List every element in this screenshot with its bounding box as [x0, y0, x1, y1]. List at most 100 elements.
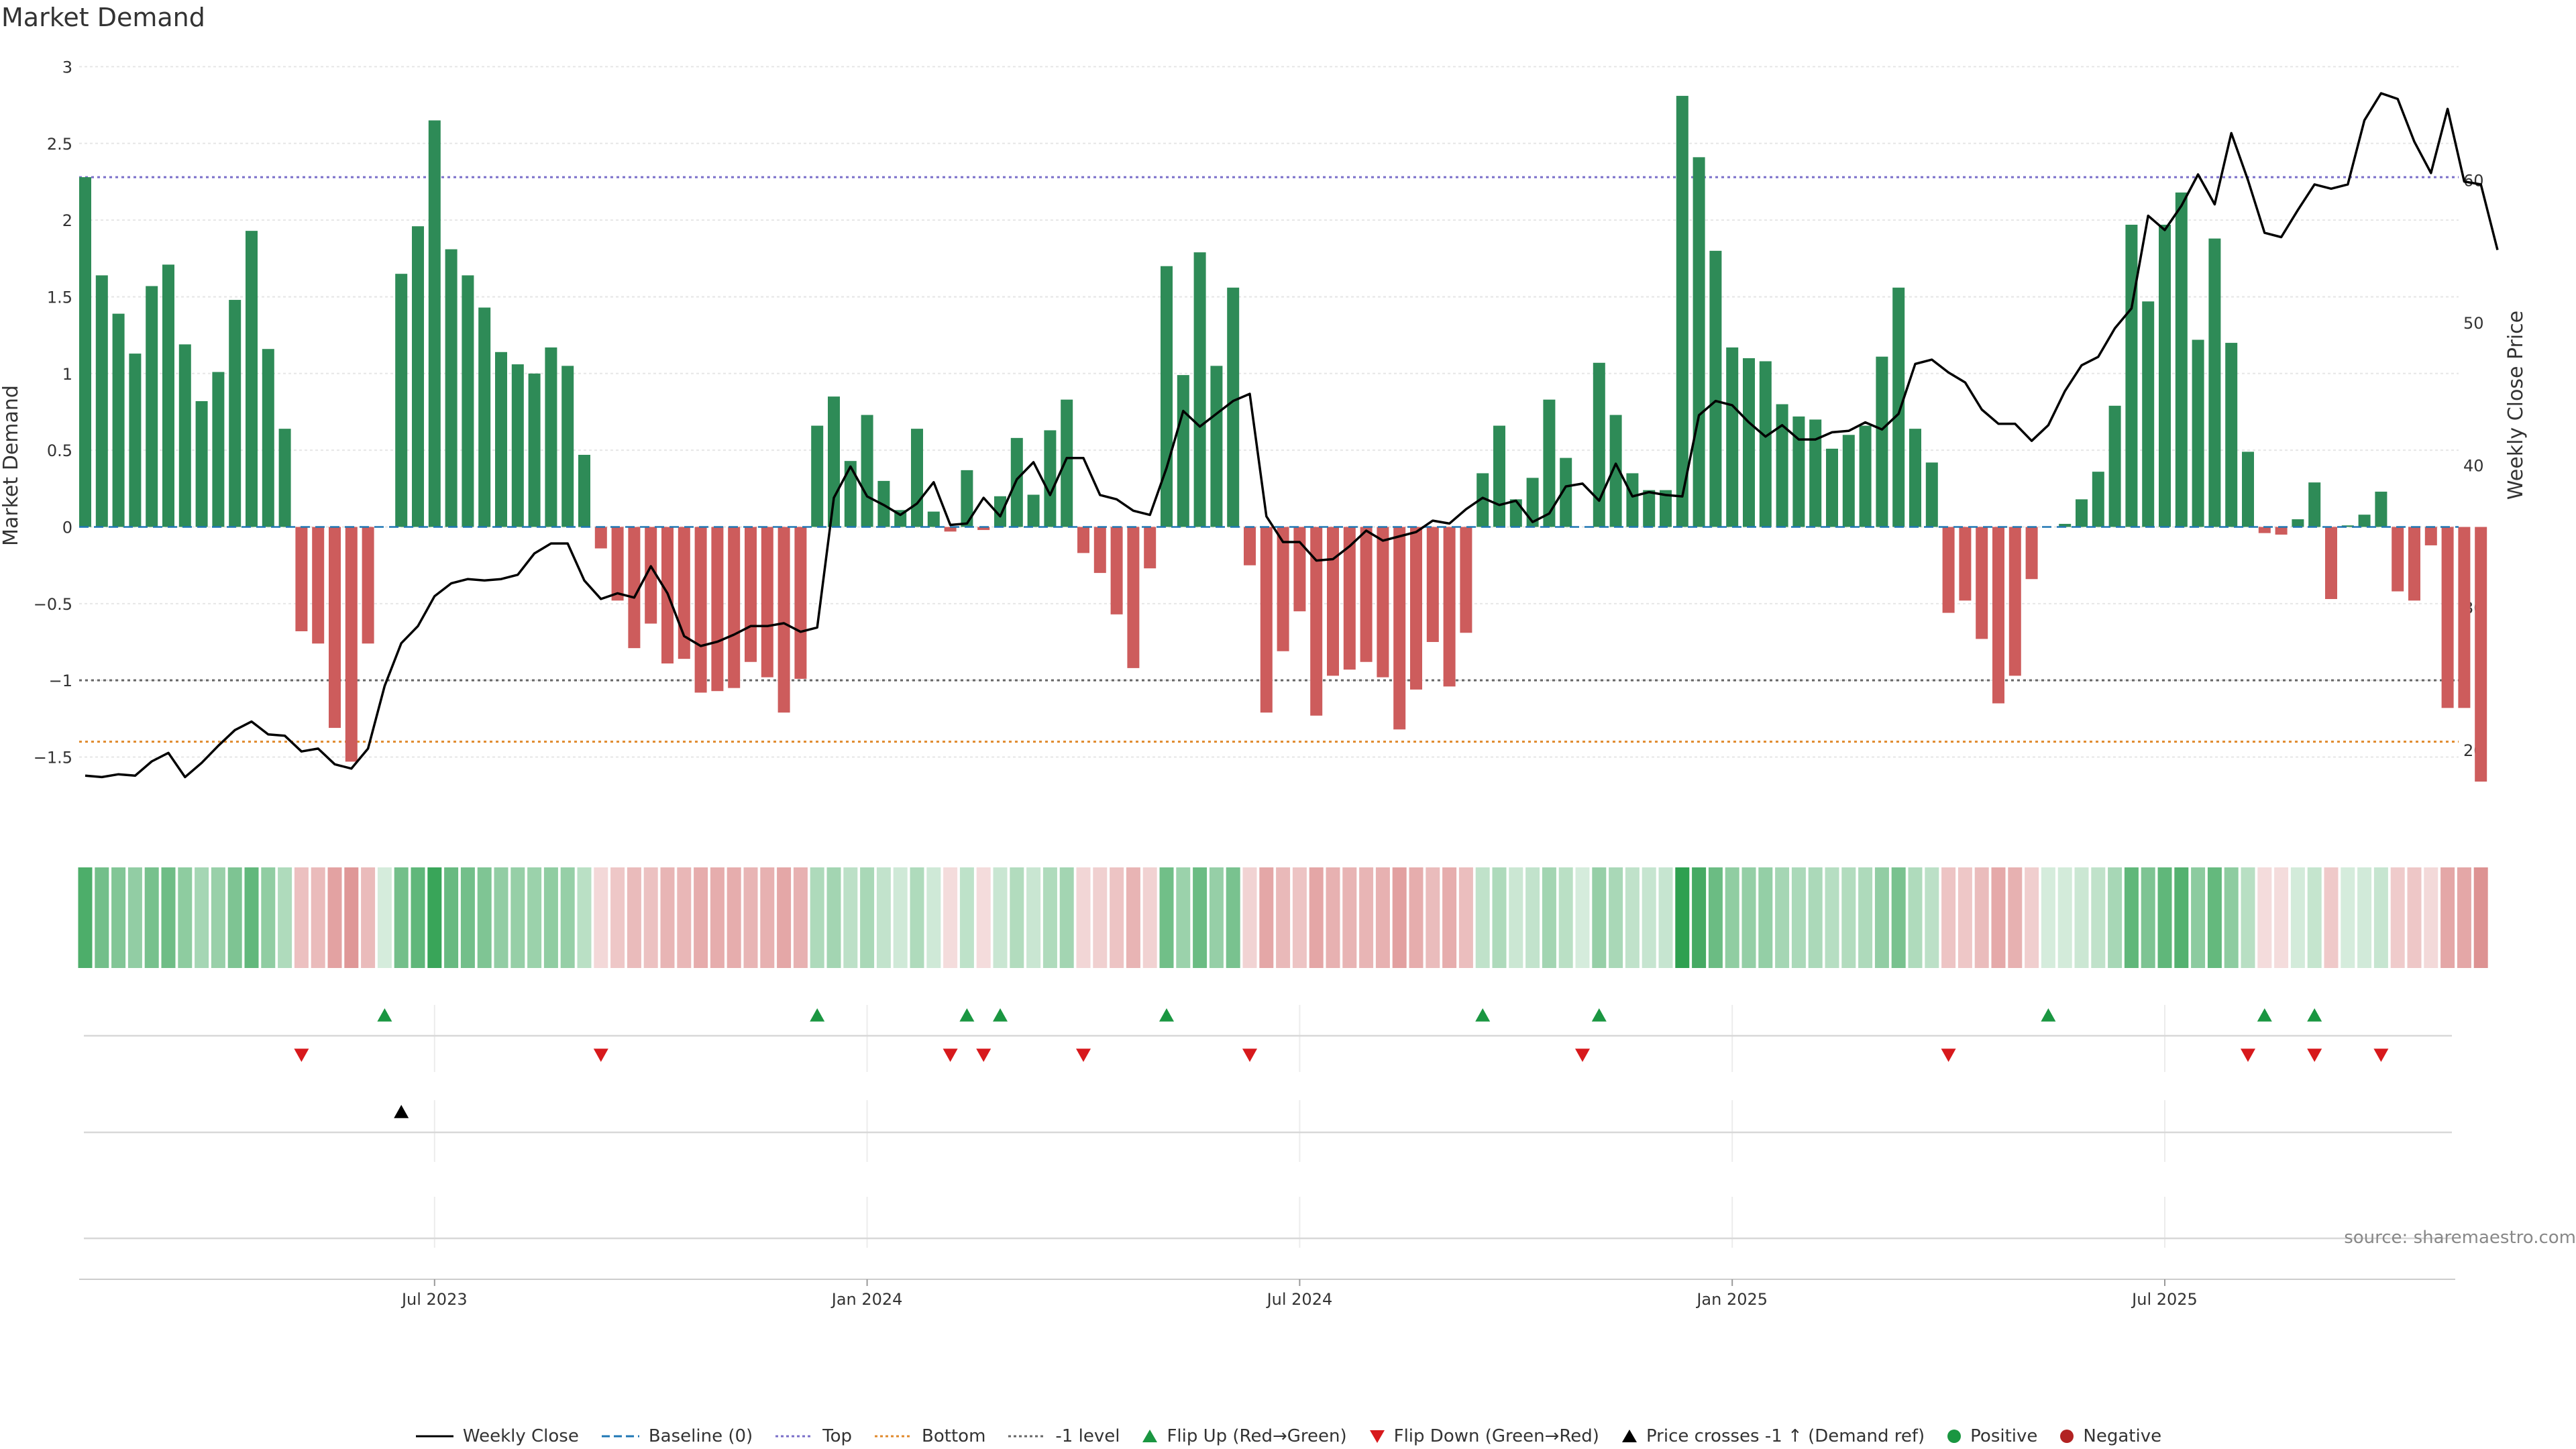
flip-up-marker — [1159, 1008, 1174, 1022]
heat-cell — [1758, 867, 1773, 968]
heat-cell — [1492, 867, 1507, 968]
heat-cell — [2057, 867, 2072, 968]
heat-cell — [926, 867, 941, 968]
demand-bar — [295, 527, 308, 632]
demand-bar — [1227, 287, 1240, 527]
heat-cell — [2457, 867, 2471, 968]
flip-down-marker — [2241, 1049, 2255, 1062]
heat-cell — [826, 867, 841, 968]
heat-cell — [1342, 867, 1357, 968]
demand-bar — [761, 527, 773, 678]
demand-bar — [2192, 339, 2204, 527]
flip-up-marker — [2041, 1008, 2056, 1022]
demand-bar — [212, 372, 225, 527]
heat-cell — [2041, 867, 2055, 968]
heat-cell — [1941, 867, 1956, 968]
demand-bar — [2275, 527, 2288, 535]
demand-bar — [462, 275, 474, 527]
flip-up-marker — [993, 1008, 1008, 1022]
heat-cell — [560, 867, 575, 968]
demand-bar — [1842, 435, 1855, 527]
demand-bar — [1726, 347, 1739, 527]
legend-item: -1 level — [1007, 1426, 1120, 1446]
demand-bar — [1992, 527, 2004, 704]
legend-item: Flip Down (Green→Red) — [1368, 1426, 1599, 1446]
demand-bar — [1743, 358, 1755, 527]
heat-cell — [1991, 867, 2006, 968]
demand-bar — [1909, 429, 1921, 527]
demand-bar — [2142, 301, 2155, 527]
heat-cell — [876, 867, 891, 968]
legend-label: Bottom — [922, 1426, 986, 1446]
demand-bar — [977, 527, 990, 531]
demand-bar — [1377, 527, 1389, 678]
legend-item: Negative — [2059, 1426, 2161, 1446]
demand-bar — [1859, 425, 1872, 527]
legend-item: Flip Up (Red→Green) — [1141, 1426, 1347, 1446]
flip-up-marker — [810, 1008, 825, 1022]
heat-cell — [1957, 867, 1972, 968]
legend-swatch — [1621, 1430, 1637, 1442]
heat-cell — [1276, 867, 1291, 968]
x-tick-label: Jan 2024 — [830, 1290, 903, 1309]
heat-cell — [2307, 867, 2322, 968]
heat-cell — [477, 867, 492, 968]
demand-bar — [362, 527, 374, 644]
demand-bar — [1360, 527, 1373, 662]
flip-down-marker — [2373, 1049, 2389, 1062]
legend-item: Weekly Close — [415, 1426, 579, 1446]
flip-down-marker — [593, 1049, 608, 1062]
heat-cell — [810, 867, 824, 968]
flip-up-marker — [377, 1008, 392, 1022]
heat-cell — [1392, 867, 1407, 968]
heat-cell — [1309, 867, 1324, 968]
demand-bar — [561, 366, 574, 527]
heat-cell — [1609, 867, 1623, 968]
demand-bar — [645, 527, 657, 624]
heat-cell — [244, 867, 259, 968]
heat-cell — [111, 867, 126, 968]
heat-cell — [2341, 867, 2355, 968]
heat-cell — [2274, 867, 2289, 968]
source-note: source: sharemaestro.com — [2344, 1228, 2576, 1248]
heat-cell — [1159, 867, 1174, 968]
flip-up-marker — [2307, 1008, 2322, 1022]
demand-bar — [412, 226, 424, 527]
heat-cell — [1625, 867, 1640, 968]
heat-cell — [1841, 867, 1856, 968]
demand-bar — [1210, 366, 1223, 527]
demand-bar — [1493, 425, 1505, 527]
heat-cell — [1126, 867, 1140, 968]
demand-bar — [1443, 527, 1456, 687]
legend-swatch — [1947, 1430, 1962, 1443]
heat-cell — [1509, 867, 1523, 968]
demand-bar — [1876, 356, 1888, 527]
y2-tick-label: 50 — [2463, 314, 2484, 333]
heat-cell — [2191, 867, 2206, 968]
heat-cell — [144, 867, 159, 968]
demand-bar — [1093, 527, 1106, 574]
flip-down-marker — [1941, 1049, 1956, 1062]
demand-bar — [794, 527, 807, 679]
demand-bar — [828, 396, 840, 527]
heat-cell — [1808, 867, 1823, 968]
demand-bar — [2092, 472, 2104, 527]
y-tick-label: 1 — [62, 365, 72, 384]
y2-tick-label: 40 — [2463, 456, 2484, 475]
demand-bar — [1560, 458, 1572, 527]
demand-bar — [1693, 157, 1705, 527]
demand-bar — [2208, 238, 2221, 527]
demand-bar — [1809, 419, 1822, 527]
demand-bar — [1177, 375, 1189, 527]
legend-label: Price crosses -1 ↑ (Demand ref) — [1646, 1426, 1925, 1446]
demand-bar — [395, 274, 408, 527]
heat-cell — [1442, 867, 1457, 968]
demand-bar — [2108, 405, 2121, 527]
heat-cell — [78, 867, 93, 968]
demand-bar — [1343, 527, 1356, 670]
demand-bar — [445, 249, 458, 527]
heat-cell — [1042, 867, 1057, 968]
heat-cell — [427, 867, 442, 968]
demand-bar — [2358, 515, 2371, 527]
demand-bar — [2475, 527, 2487, 782]
